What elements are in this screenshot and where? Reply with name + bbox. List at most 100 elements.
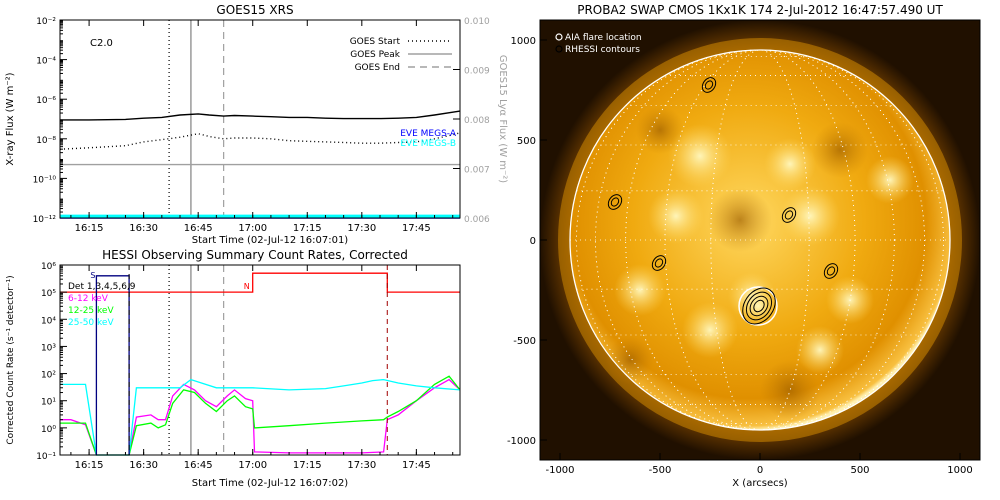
rhessi-contour (742, 287, 776, 325)
swap-x-axis-label: X (arcsecs) (732, 478, 788, 489)
bright-region (682, 302, 738, 358)
hessi-axes: 16:15 16:30 16:45 17:00 17:15 17:30 17:45 10⁻¹ 1… (36, 262, 454, 471)
swap-x-tick-label: 500 (850, 465, 869, 476)
swap-image-area (540, 20, 980, 460)
goes-x-tick-label: 17:45 (402, 223, 431, 234)
hessi-legend-label: 6-12 keV (68, 294, 109, 304)
bright-region (668, 124, 732, 188)
rhessi-contour (753, 299, 765, 313)
goes-y2-tick-label: 0.009 (464, 67, 490, 77)
goes-title: GOES15 XRS (216, 3, 293, 17)
goes-axes: 16:15 16:30 16:45 17:00 17:15 17:30 17:45 10⁻¹²… (33, 17, 490, 234)
swap-image-panel: PROBA2 SWAP CMOS 1Kx1K 174 2-Jul-2012 16… (507, 3, 981, 489)
goes-x-tick-label: 17:30 (347, 223, 376, 234)
goes-eve-legend-label: EVE MEGS-A (400, 129, 457, 139)
goes-x-axis-label: Start Time (02-Jul-12 16:07:01) (192, 235, 349, 246)
goes-x-tick-label: 17:15 (293, 223, 322, 234)
goes-series-line (60, 110, 461, 121)
longitude-line (664, 49, 856, 431)
rhessi-contour (651, 255, 667, 271)
bright-region (780, 186, 840, 246)
goes-y2-tick-label: 0.006 (464, 215, 490, 225)
goes-eve-legend-label: EVE MEGS-B (400, 139, 456, 149)
bright-region (648, 188, 704, 244)
hessi-plot-frame (59, 264, 461, 456)
swap-legend: AIA flare location RHESSI contours (555, 33, 642, 55)
hessi-saa-label: S (90, 271, 95, 280)
hessi-series-line (60, 378, 461, 456)
swap-y-tick-label: -1000 (507, 436, 536, 447)
goes-y-tick-label: 10⁻⁸ (36, 136, 56, 146)
hessi-y-tick-label: 10¹ (41, 398, 56, 408)
solar-limb-circle (569, 49, 951, 431)
hessi-x-tick-label: 16:30 (129, 460, 158, 471)
dark-region (708, 188, 772, 252)
goes-legend-label: GOES Peak (350, 50, 400, 60)
swap-legend-label: AIA flare location (565, 33, 642, 43)
rhessi-contour (704, 80, 714, 90)
hessi-plot-area: SN (60, 265, 461, 456)
hessi-legend-label: Det 1,3,4,5,6,9 (68, 282, 136, 292)
dark-region (636, 106, 684, 154)
goes-series-line (59, 132, 461, 150)
swap-y-tick-label: -500 (513, 336, 536, 347)
goes-y-tick-label: 10⁻² (36, 17, 56, 27)
hessi-x-tick-label: 17:45 (402, 460, 431, 471)
hessi-y-tick-label: 10³ (41, 343, 56, 353)
goes-legend-label: GOES End (355, 63, 400, 73)
swap-y-tick-label: 0 (530, 236, 536, 247)
goes-legend-label: GOES Start (350, 37, 401, 47)
goes-y2-tick-label: 0.008 (464, 116, 490, 126)
hessi-y-tick-label: 10⁰ (41, 425, 56, 435)
hessi-y-axis-label: Corrected Count Rate (s⁻¹ detector⁻¹) (6, 275, 16, 444)
rhessi-contour (610, 197, 620, 207)
goes-y-tick-label: 10⁻⁴ (36, 57, 56, 67)
goes-x-tick-label: 16:45 (184, 223, 213, 234)
goes-legend: GOES Start GOES Peak GOES End EVE MEGS-AEVE… (350, 37, 457, 149)
swap-y-tick-label: 1000 (511, 36, 536, 47)
goes-y2-axis-label: GOES15 Lyα Flux (W m⁻²) (497, 55, 508, 183)
hessi-legend-label: 12-25 keV (68, 306, 114, 316)
swap-legend-symbol (555, 45, 563, 53)
swap-title: PROBA2 SWAP CMOS 1Kx1K 174 2-Jul-2012 16… (577, 3, 943, 17)
goes-y-tick-label: 10⁻⁶ (36, 96, 56, 106)
swap-x-tick-label: 0 (757, 465, 763, 476)
goes-plot-area (59, 20, 461, 219)
rhessi-contour (823, 263, 839, 279)
rhessi-contour (745, 291, 773, 321)
goes-y-tick-label: 10⁻¹² (33, 215, 57, 225)
rhessi-contour (701, 77, 717, 93)
swap-x-tick-label: -500 (649, 465, 672, 476)
hessi-x-tick-label: 16:15 (75, 460, 104, 471)
hessi-y-tick-label: 10² (41, 371, 56, 381)
swap-axes: -1000 -500 0 500 1000 -1000 -500 0 500 1000 (507, 36, 973, 476)
hessi-y-tick-label: 10⁵ (41, 289, 56, 299)
rhessi-contour (749, 295, 769, 317)
goes-y-tick-label: 10⁻¹⁰ (33, 175, 57, 185)
rhessi-contour (826, 266, 836, 276)
goes-y2-tick-label: 0.007 (464, 166, 490, 176)
dark-region (812, 122, 868, 178)
rhessi-contour (654, 258, 664, 268)
rhessi-contour (784, 210, 794, 220)
hessi-x-tick-label: 16:45 (184, 460, 213, 471)
swap-x-tick-label: 1000 (947, 465, 972, 476)
hessi-legend-label: 25-50 keV (68, 318, 114, 328)
flare-brightening (740, 288, 776, 324)
bright-region (614, 264, 666, 316)
hessi-series-line (60, 272, 460, 293)
dark-region (606, 336, 654, 384)
hessi-y-tick-label: 10⁴ (41, 316, 56, 326)
goes-xrs-panel: GOES15 XRS 16:15 16:30 16:45 17:00 17:15 17:3… (5, 3, 508, 246)
swap-legend-label: RHESSI contours (565, 45, 640, 55)
goes-x-tick-label: 16:30 (129, 223, 158, 234)
hessi-legend: Det 1,3,4,5,6,9 6-12 keV 12-25 keV 25-50 ke… (68, 282, 136, 328)
goes-x-tick-label: 17:00 (238, 223, 267, 234)
goes-y2-tick-label: 0.010 (464, 17, 490, 27)
swap-legend-symbol (555, 33, 563, 41)
rhessi-contour (607, 194, 623, 210)
hessi-y-tick-label: 10⁶ (41, 262, 56, 272)
hessi-night-label: N (244, 282, 250, 291)
hessi-x-axis-label: Start Time (02-Jul-12 16:07:02) (192, 478, 349, 489)
